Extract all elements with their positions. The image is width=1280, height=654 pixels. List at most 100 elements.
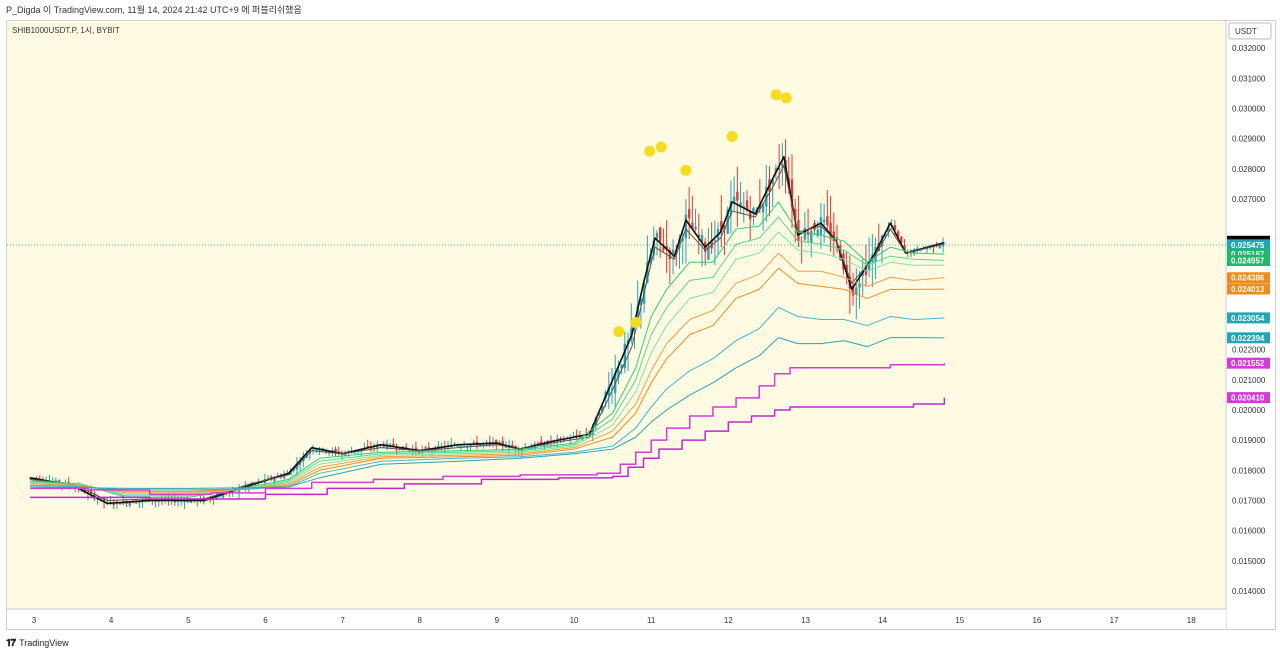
candle-body bbox=[298, 462, 302, 465]
candle-body bbox=[851, 285, 855, 296]
candle-body bbox=[543, 444, 546, 446]
candle-body bbox=[562, 439, 565, 441]
candle-body bbox=[118, 502, 122, 505]
time-axis-background bbox=[7, 609, 1226, 629]
candle-body bbox=[472, 442, 475, 444]
x-tick-label: 18 bbox=[1187, 616, 1196, 625]
price-label: 0.023054 bbox=[1231, 314, 1265, 323]
candle-body bbox=[684, 214, 688, 239]
y-tick-label: 0.019000 bbox=[1232, 436, 1266, 445]
currency-label[interactable]: USDT bbox=[1235, 27, 1257, 36]
candle-body bbox=[829, 222, 832, 239]
candle-body bbox=[745, 200, 749, 211]
candle-body bbox=[794, 208, 797, 220]
price-label-box bbox=[1227, 248, 1270, 260]
x-tick-label: 17 bbox=[1110, 616, 1119, 625]
candle-body bbox=[189, 500, 193, 504]
candle-body bbox=[810, 230, 813, 243]
chart-background bbox=[7, 21, 1225, 609]
ma-line-11 bbox=[30, 397, 946, 500]
candle-body bbox=[649, 255, 652, 264]
candle-body bbox=[594, 417, 598, 426]
candle-body bbox=[488, 441, 492, 443]
candle-body bbox=[462, 446, 466, 448]
candle-body bbox=[99, 498, 103, 500]
candle-body bbox=[154, 500, 157, 502]
candle-body bbox=[469, 444, 472, 447]
y-tick-label: 0.020000 bbox=[1232, 406, 1266, 415]
footer-brand[interactable]: TradingView bbox=[19, 638, 69, 648]
candle-body bbox=[405, 447, 408, 449]
y-tick-label: 0.028000 bbox=[1232, 165, 1266, 174]
candle-body bbox=[501, 440, 504, 446]
candle-body bbox=[623, 343, 627, 369]
candle-body bbox=[736, 191, 739, 201]
signal-dot bbox=[630, 317, 642, 329]
candle-body bbox=[459, 445, 463, 448]
candle-body bbox=[797, 219, 800, 241]
candle-body bbox=[659, 227, 662, 242]
candle-body bbox=[424, 447, 427, 449]
candle-body bbox=[414, 447, 418, 451]
candle-body bbox=[816, 229, 819, 237]
candle-body bbox=[646, 261, 649, 284]
price-label-box bbox=[1227, 283, 1270, 295]
candle-body bbox=[343, 453, 347, 456]
candle-body bbox=[215, 496, 218, 500]
candle-body bbox=[90, 490, 93, 494]
candle-body bbox=[720, 220, 723, 232]
candle-body bbox=[601, 405, 604, 412]
y-tick-label: 0.015000 bbox=[1232, 557, 1266, 566]
candle-body bbox=[781, 163, 784, 168]
y-tick-label: 0.014000 bbox=[1232, 587, 1266, 596]
candle-body bbox=[96, 498, 99, 500]
price-label: 0.021552 bbox=[1231, 359, 1265, 368]
candle-body bbox=[302, 455, 305, 462]
candle-body bbox=[266, 478, 270, 480]
candle-body bbox=[176, 500, 180, 502]
y-tick-label: 0.022000 bbox=[1232, 346, 1266, 355]
candle-body bbox=[752, 208, 755, 213]
x-tick-label: 11 bbox=[647, 616, 656, 625]
candle-body bbox=[106, 501, 109, 503]
candle-body bbox=[919, 250, 922, 252]
x-tick-label: 5 bbox=[186, 616, 191, 625]
price-label-box bbox=[1227, 312, 1270, 324]
candle-body bbox=[765, 186, 768, 207]
candle-body bbox=[652, 240, 655, 256]
candle-body bbox=[430, 449, 434, 451]
candle-body bbox=[662, 247, 665, 250]
price-label-box bbox=[1227, 272, 1270, 284]
candle-body bbox=[678, 238, 681, 249]
candle-body bbox=[144, 499, 148, 501]
x-tick-label: 13 bbox=[801, 616, 810, 625]
ma-line-10 bbox=[30, 363, 946, 496]
y-tick-label: 0.021000 bbox=[1232, 376, 1266, 385]
candle-body bbox=[668, 250, 672, 260]
candle-body bbox=[771, 179, 774, 184]
price-label-box bbox=[1227, 392, 1270, 404]
x-tick-label: 6 bbox=[263, 616, 268, 625]
price-label: 0.025167 bbox=[1231, 250, 1265, 259]
candle-body bbox=[739, 202, 742, 208]
candle-body bbox=[517, 448, 520, 451]
candle-body bbox=[157, 500, 160, 502]
candle-body bbox=[311, 449, 315, 451]
candle-body bbox=[527, 448, 530, 450]
candle-body bbox=[858, 283, 861, 288]
x-tick-label: 12 bbox=[724, 616, 733, 625]
symbol-label: SHIB1000USDT.P, 1시, BYBIT bbox=[12, 26, 120, 35]
x-tick-label: 16 bbox=[1032, 616, 1041, 625]
candle-body bbox=[597, 412, 601, 416]
candle-body bbox=[568, 438, 572, 440]
candle-body bbox=[607, 386, 610, 396]
price-label-box bbox=[1227, 255, 1270, 267]
candle-body bbox=[710, 240, 713, 249]
candle-body bbox=[655, 232, 659, 239]
candle-body bbox=[855, 287, 858, 295]
candle-body bbox=[491, 441, 495, 443]
candle-body bbox=[729, 200, 733, 215]
signal-dot bbox=[780, 92, 792, 104]
publish-attribution: P_Digda 이 TradingView.com, 11월 14, 2024 … bbox=[6, 5, 302, 15]
